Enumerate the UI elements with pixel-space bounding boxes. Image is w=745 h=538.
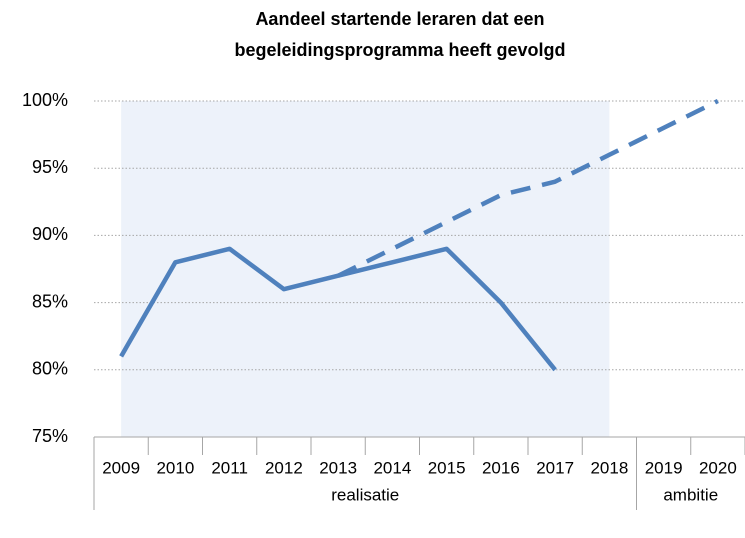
x-tick-label: 2012	[265, 458, 303, 477]
x-tick-label: 2010	[156, 458, 194, 477]
x-tick-label: 2011	[211, 458, 248, 477]
x-tick-label: 2018	[590, 458, 628, 477]
x-tick-label: 2013	[319, 458, 357, 477]
group-label: realisatie	[331, 485, 399, 504]
y-tick-label: 100%	[22, 90, 68, 110]
line	[119, 246, 557, 372]
x-tick-label: 2014	[373, 458, 411, 477]
x-tick-label: 2016	[482, 458, 520, 477]
x-tick-label: 2020	[699, 458, 737, 477]
y-tick-label: 85%	[32, 291, 68, 311]
chart-title: begeleidingsprogramma heeft gevolgd	[234, 40, 565, 60]
x-tick-label: 2015	[428, 458, 466, 477]
dashed-line	[337, 98, 719, 278]
chart-title: Aandeel startende leraren dat een	[255, 9, 544, 29]
y-tick-label: 75%	[32, 426, 68, 446]
x-tick-label: 2019	[645, 458, 683, 477]
y-tick-label: 90%	[32, 224, 68, 244]
group-label: ambitie	[663, 485, 718, 504]
x-tick-label: 2009	[102, 458, 140, 477]
x-tick-label: 2017	[536, 458, 574, 477]
y-tick-label: 95%	[32, 157, 68, 177]
y-tick-label: 80%	[32, 359, 68, 379]
